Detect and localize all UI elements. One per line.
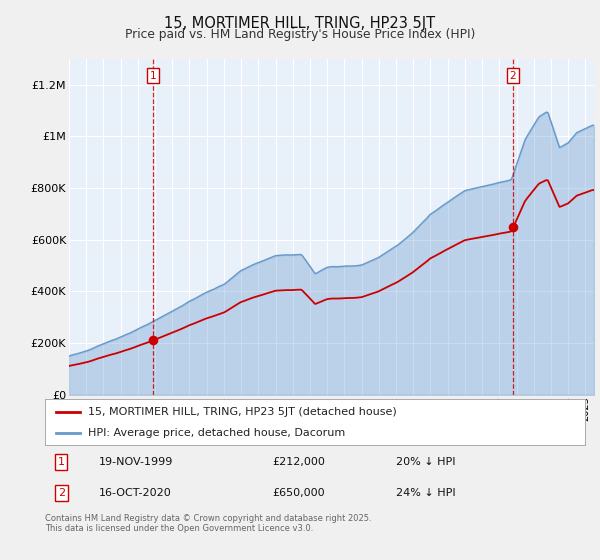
Text: £650,000: £650,000 xyxy=(272,488,325,498)
Point xyxy=(508,222,518,231)
Text: 19-NOV-1999: 19-NOV-1999 xyxy=(99,457,173,467)
Text: 2: 2 xyxy=(58,488,65,498)
Text: Price paid vs. HM Land Registry's House Price Index (HPI): Price paid vs. HM Land Registry's House … xyxy=(125,28,475,41)
Text: 20% ↓ HPI: 20% ↓ HPI xyxy=(396,457,455,467)
Point xyxy=(148,335,158,344)
Text: 15, MORTIMER HILL, TRING, HP23 5JT: 15, MORTIMER HILL, TRING, HP23 5JT xyxy=(164,16,436,31)
Text: 1: 1 xyxy=(58,457,65,467)
Text: Contains HM Land Registry data © Crown copyright and database right 2025.
This d: Contains HM Land Registry data © Crown c… xyxy=(45,514,371,534)
Text: 16-OCT-2020: 16-OCT-2020 xyxy=(99,488,172,498)
Text: 24% ↓ HPI: 24% ↓ HPI xyxy=(396,488,455,498)
Text: 15, MORTIMER HILL, TRING, HP23 5JT (detached house): 15, MORTIMER HILL, TRING, HP23 5JT (deta… xyxy=(88,407,397,417)
Text: 1: 1 xyxy=(150,71,157,81)
Text: £212,000: £212,000 xyxy=(272,457,325,467)
Text: 2: 2 xyxy=(509,71,516,81)
Text: HPI: Average price, detached house, Dacorum: HPI: Average price, detached house, Daco… xyxy=(88,428,346,438)
